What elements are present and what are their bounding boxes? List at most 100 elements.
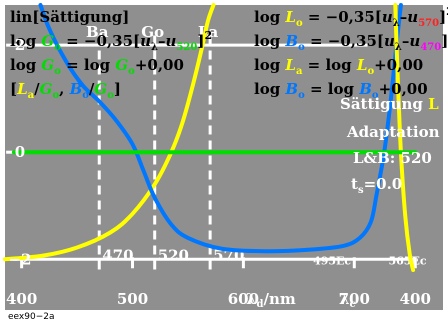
saturation-label: Sättigung L — [340, 95, 439, 113]
formula-part: ] — [114, 80, 121, 98]
bottom-small-label: 565Ec — [388, 255, 426, 268]
formula-part: G — [115, 56, 128, 74]
x-axis-label-part: λ — [246, 290, 257, 308]
formula-part: G — [41, 56, 54, 74]
formula-part: log — [254, 80, 285, 98]
x-tick-label: 400 — [400, 290, 431, 308]
formula-part: o — [128, 66, 135, 77]
formula-part: B — [358, 80, 372, 98]
x-axis-label-part: d — [257, 299, 264, 310]
formula-part: 520 — [176, 42, 197, 53]
y-tick-label: −2 — [8, 250, 31, 268]
formula-part: – — [402, 32, 410, 50]
formula-part: log — [254, 8, 285, 26]
formula-part: a — [296, 66, 303, 77]
formula-part: B — [284, 32, 298, 50]
formula-part: +0,00 — [374, 56, 423, 74]
x-axis-label-2-part: λ — [339, 290, 350, 308]
formula-part: o — [296, 18, 303, 29]
formula-part: = log — [305, 80, 359, 98]
x-axis-label-2-part: c — [350, 299, 356, 310]
y-tick-labels: 2 0 −2 — [8, 36, 31, 268]
formula-part: o — [54, 42, 61, 53]
formula-part: u — [407, 8, 418, 26]
formula-part: o — [52, 90, 59, 101]
x-tick-labels: 400 500 600 700 400 — [6, 290, 431, 308]
formula-part: +0,00 — [135, 56, 184, 74]
formula-left-4: [La/Go, Bo/Go] — [10, 80, 121, 101]
formula-part: / — [34, 80, 40, 98]
formula-part: ] — [197, 32, 204, 50]
x-axis-label-part: /nm — [264, 290, 296, 308]
formula-right-3: log La = log Lo+0,00 — [254, 56, 423, 77]
formula-right-1: log Lo = −0,35[uλ–u570]2 — [254, 5, 448, 29]
x-tick-label: 500 — [117, 290, 148, 308]
y-tick-label: 2 — [15, 36, 25, 54]
formula-part: = −0,35[ — [61, 32, 140, 50]
series-curve-yellow — [393, 3, 416, 272]
formula-part: 470 — [420, 42, 441, 53]
ts-label: ts=0.0 — [351, 175, 402, 196]
bottom-small-label: 495Ec — [313, 255, 351, 268]
formula-part: 2 — [446, 5, 448, 18]
lb-label: L&B: 520 — [353, 149, 432, 167]
gridlines — [6, 43, 417, 269]
formula-part: o — [107, 90, 114, 101]
series-curve-yellow — [3, 3, 216, 262]
formula-part: o — [298, 90, 305, 101]
formula-part: o — [298, 42, 305, 53]
formula-part: = log — [302, 56, 356, 74]
x-tick-label: 600 — [228, 290, 259, 308]
formula-part: u — [382, 8, 393, 26]
formula-part: B — [284, 80, 298, 98]
formula-part: log — [254, 32, 285, 50]
marker-bottom-label: 470 — [102, 246, 133, 264]
formula-part: u — [166, 32, 177, 50]
formula-part: L — [284, 56, 296, 74]
marker-top-label: Ba — [86, 23, 109, 41]
formula-part: log — [254, 56, 285, 74]
formula-part: = −0,35[ — [305, 32, 384, 50]
formula-part: G — [94, 80, 107, 98]
formula-part: u — [140, 32, 151, 50]
formula-part: 570 — [418, 18, 439, 29]
marker-top-label: Go — [141, 23, 164, 41]
formula-part: ] — [439, 8, 446, 26]
formula-part: log — [10, 32, 41, 50]
curves — [3, 3, 418, 272]
x-axis-label: λd/nm — [246, 290, 296, 310]
formula-part: [ — [10, 80, 17, 98]
x-tick-label: 400 — [6, 290, 37, 308]
formula-part: o — [54, 66, 61, 77]
formula-part: = −0,35[ — [303, 8, 382, 26]
formula-part: o — [372, 90, 379, 101]
formula-part: – — [158, 32, 166, 50]
saturation-symbol: L — [428, 95, 439, 113]
formula-left-3: log Go = log Go+0,00 — [10, 56, 184, 77]
series-curve-blue — [38, 3, 403, 254]
formula-left-2: log Go = −0,35[uλ–u520]2 — [10, 29, 212, 53]
formula-part: L — [356, 56, 368, 74]
formula-part: = log — [61, 56, 115, 74]
formula-part: G — [40, 80, 53, 98]
formula-part: 2 — [204, 29, 212, 42]
formula-part: / — [89, 80, 95, 98]
adaptation-label: Adaptation — [346, 123, 440, 141]
x-tick-label: 700 — [339, 290, 370, 308]
formula-part: a — [28, 90, 35, 101]
formula-part: u — [409, 32, 420, 50]
formula-part: λ — [393, 18, 400, 29]
formula-right-4: log Bo = log Bo+0,00 — [254, 80, 428, 101]
title-left: lin[Sättigung] — [10, 8, 129, 26]
formula-part: o — [82, 90, 89, 101]
formula-part: +0,00 — [379, 80, 428, 98]
formula-part: G — [41, 32, 54, 50]
formula-part: u — [384, 32, 395, 50]
formula-part: , — [59, 80, 69, 98]
formula-part: L — [16, 80, 28, 98]
formula-part: – — [400, 8, 408, 26]
formula-part: o — [367, 66, 374, 77]
y-tick-label: 0 — [15, 143, 25, 161]
